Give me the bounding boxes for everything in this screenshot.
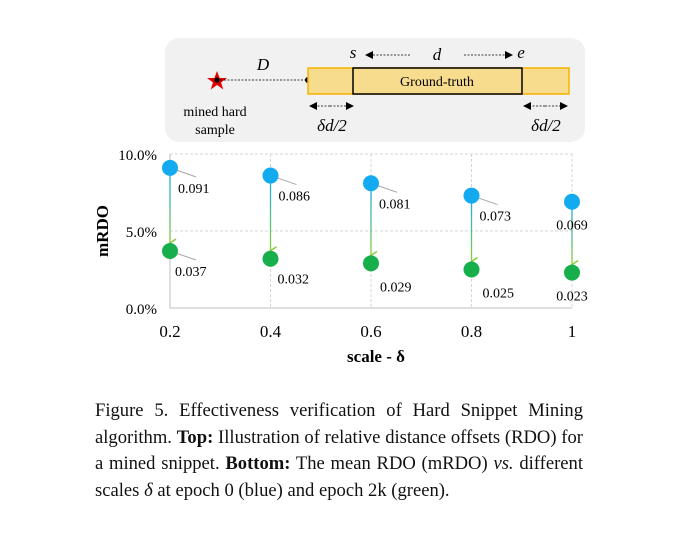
epoch0-point [262, 167, 279, 184]
caption-top-label: Top: [176, 426, 214, 448]
epoch0-data-label: 0.081 [379, 197, 411, 212]
epoch2k-data-label: 0.025 [483, 287, 515, 302]
ground-truth-label: Ground-truth [400, 75, 474, 90]
caption-bottom-text-2: different scales [95, 453, 584, 501]
epoch2k-point [262, 250, 279, 267]
star-label-line1: mined hard [183, 105, 246, 120]
epoch0-point [162, 159, 178, 176]
epoch0-data-label: 0.091 [178, 182, 210, 197]
star-label-line2: sample [195, 123, 235, 138]
epoch0-data-label: 0.086 [279, 190, 311, 205]
caption-delta: δ [144, 479, 153, 501]
epoch2k-data-label: 0.029 [380, 280, 412, 295]
caption-bottom-label: Bottom: [225, 453, 291, 474]
x-axis-label: scale - δ [347, 347, 405, 366]
epoch2k-point [363, 255, 379, 272]
y-tick-label: 5.0% [126, 225, 157, 241]
epoch0-data-label: 0.069 [556, 219, 588, 234]
margin-left-label: δd/2 [317, 116, 347, 135]
x-tick-label: 0.2 [159, 322, 180, 341]
figure: D Ground-truth s e d δd/2 δd/2 mined har… [93, 38, 588, 366]
caption-prefix: Figure 5. Effectiveness verification of … [95, 400, 583, 448]
caption-top-text: Illustration of relative distance offset… [95, 426, 583, 475]
epoch2k-point [564, 264, 580, 281]
distance-label: D [256, 55, 270, 74]
epoch0-point [463, 187, 480, 204]
epoch0-data-label: 0.073 [480, 210, 512, 225]
y-tick-label: 10.0% [118, 148, 157, 164]
epoch2k-point [463, 261, 480, 278]
x-tick-label: 1 [568, 322, 577, 341]
epoch2k-data-label: 0.037 [175, 265, 207, 280]
start-label: s [350, 43, 357, 62]
length-label: d [433, 45, 442, 64]
margin-right-label: δd/2 [531, 116, 561, 135]
caption-bottom-text-1: The mean RDO (mRDO) [295, 453, 488, 474]
y-axis-label: mRDO [93, 205, 112, 257]
epoch0-point [564, 193, 580, 210]
epoch2k-data-label: 0.032 [278, 273, 310, 288]
ground-truth-segment [352, 67, 523, 95]
caption-vs: vs. [493, 453, 514, 474]
epoch2k-data-label: 0.023 [556, 290, 588, 305]
rdo-illustration: D Ground-truth s e d δd/2 δd/2 mined har… [165, 38, 585, 142]
epoch2k-point [162, 243, 178, 260]
end-label: e [517, 43, 525, 62]
x-tick-label: 0.6 [360, 322, 381, 341]
caption-bottom-text-3: at epoch 0 (blue) and epoch 2k (green). [157, 479, 450, 501]
epoch0-point [363, 175, 379, 192]
figure-caption: Figure 5. Effectiveness verification of … [95, 398, 583, 504]
y-tick-label: 0.0% [126, 302, 157, 318]
x-tick-label: 0.4 [260, 322, 282, 341]
x-tick-label: 0.8 [461, 322, 482, 341]
mrdo-chart: mRDO scale - δ 0.0% 5.0% 10.0% 0.2 0.4 0.6 0.8… [93, 148, 588, 366]
